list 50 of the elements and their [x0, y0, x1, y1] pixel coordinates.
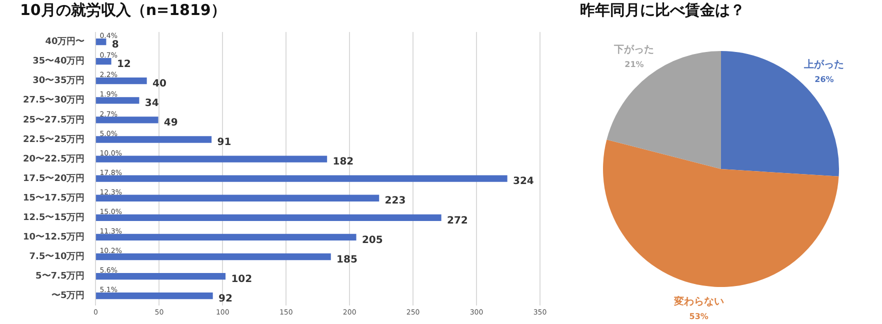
data-label: 185	[336, 254, 358, 266]
chart-title: 昨年同月に比べ賃金は？	[580, 0, 745, 19]
chart-title: 10月の就労収入（n=1819）	[20, 0, 226, 19]
data-label: 102	[231, 274, 252, 285]
y-tick-label: 35〜40万円	[32, 56, 85, 67]
bar	[96, 272, 226, 280]
data-label: 53%	[689, 312, 708, 321]
y-tick-label: 25〜27.5万円	[22, 114, 85, 126]
y-tick-label: 40万円〜	[45, 36, 85, 48]
data-label: 272	[446, 215, 468, 226]
bar	[96, 58, 112, 65]
bar	[96, 214, 442, 221]
data-label: 26%	[814, 75, 834, 84]
y-tick-label: 7.5〜10万円	[29, 251, 85, 262]
data-label: 324	[512, 176, 534, 188]
bar	[96, 156, 328, 162]
data-label: 91	[217, 137, 232, 148]
bar	[96, 78, 147, 84]
y-tick-label: 20〜22.5万円	[22, 153, 85, 164]
bar	[96, 253, 331, 260]
data-label: 12	[116, 58, 131, 70]
data-label: 21%	[624, 60, 644, 70]
data-label: 49	[164, 118, 178, 129]
bar	[96, 136, 212, 143]
bar	[96, 234, 356, 241]
slice-label: 下がった	[613, 44, 654, 56]
slice-label: 上がった	[803, 58, 844, 71]
data-label: 223	[384, 196, 406, 207]
data-label: 34	[144, 98, 159, 109]
y-tick-label: 17.5〜20万円	[22, 172, 85, 184]
data-label: 8	[112, 39, 119, 50]
y-tick-label: 22.5〜25万円	[22, 134, 85, 145]
slice-label: 変わらない	[672, 295, 724, 308]
data-label: 92	[218, 293, 232, 304]
y-tick-label: 15〜17.5万円	[22, 192, 85, 204]
y-tick-label: 30〜35万円	[32, 75, 85, 86]
data-label: 205	[362, 234, 383, 246]
bar	[96, 292, 213, 300]
data-label: 40	[152, 78, 166, 90]
bar	[96, 38, 106, 46]
y-tick-label: 5〜7.5万円	[36, 270, 85, 282]
bar	[96, 175, 508, 182]
bar	[96, 194, 380, 202]
y-tick-label: 〜5万円	[51, 290, 85, 302]
y-tick-label: 27.5〜30万円	[22, 94, 85, 106]
bar	[96, 116, 158, 124]
data-label: 182	[332, 156, 354, 168]
y-tick-label: 12.5〜15万円	[22, 212, 85, 223]
y-tick-label: 10〜12.5万円	[22, 232, 85, 243]
bar	[96, 97, 140, 104]
